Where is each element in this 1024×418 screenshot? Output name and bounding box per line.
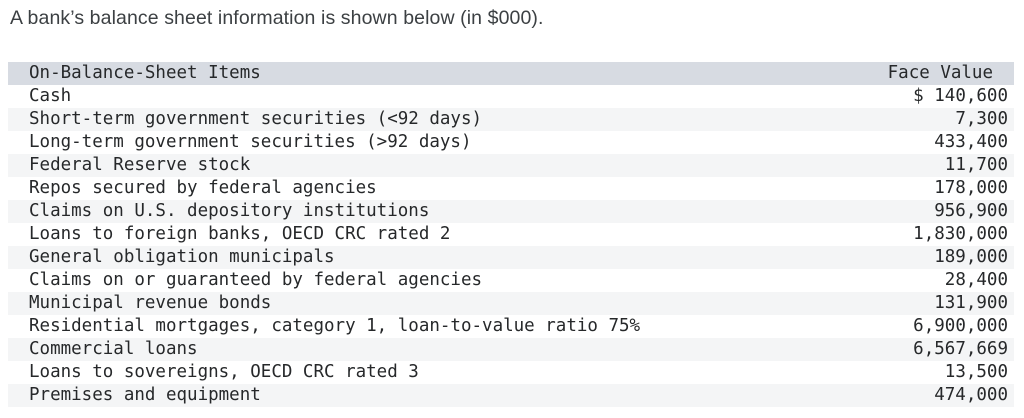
row-face-value: 11,700 <box>944 155 1008 175</box>
table-row: Cash $ 140,600 <box>8 85 1014 108</box>
row-face-value: $ 140,600 <box>913 86 1008 106</box>
table-row: Repos secured by federal agencies 178,00… <box>8 177 1014 200</box>
row-face-value: 28,400 <box>944 270 1008 290</box>
row-item-label: Loans to foreign banks, OECD CRC rated 2 <box>29 224 451 244</box>
row-item-label: Cash <box>29 86 72 106</box>
table-row: General obligation municipals 189,000 <box>8 246 1014 269</box>
table-row: Federal Reserve stock 11,700 <box>8 154 1014 177</box>
row-item-label: Premises and equipment <box>29 385 261 405</box>
row-face-value: 474,000 <box>934 385 1008 405</box>
row-item-label: Claims on U.S. depository institutions <box>29 201 430 221</box>
row-item-label: Commercial loans <box>29 339 198 359</box>
row-item-label: Loans to sovereigns, OECD CRC rated 3 <box>29 362 419 382</box>
table-body: Cash $ 140,600 Short-term government sec… <box>8 85 1014 407</box>
table-row: Premises and equipment 474,000 <box>8 384 1014 407</box>
row-face-value: 7,300 <box>955 109 1008 129</box>
row-face-value: 1,830,000 <box>913 224 1008 244</box>
row-face-value: 6,567,669 <box>913 339 1008 359</box>
page-title: A bank’s balance sheet information is sh… <box>10 7 544 29</box>
row-face-value: 131,900 <box>934 293 1008 313</box>
row-item-label: Municipal revenue bonds <box>29 293 272 313</box>
row-item-label: Claims on or guaranteed by federal agenc… <box>29 270 483 290</box>
row-item-label: Short-term government securities (<92 da… <box>29 109 483 129</box>
table-row: Residential mortgages, category 1, loan-… <box>8 315 1014 338</box>
row-face-value: 956,900 <box>934 201 1008 221</box>
table-header-row: On-Balance-Sheet Items Face Value <box>8 62 1014 85</box>
row-face-value: 433,400 <box>934 132 1008 152</box>
table-row: Municipal revenue bonds 131,900 <box>8 292 1014 315</box>
table-row: Claims on or guaranteed by federal agenc… <box>8 269 1014 292</box>
row-item-label: General obligation municipals <box>29 247 335 267</box>
table-row: Loans to foreign banks, OECD CRC rated 2… <box>8 223 1014 246</box>
header-face-value-label: Face Value <box>887 63 993 83</box>
row-item-label: Federal Reserve stock <box>29 155 251 175</box>
row-item-label: Long-term government securities (>92 day… <box>29 132 472 152</box>
table-row: Commercial loans 6,567,669 <box>8 338 1014 361</box>
balance-sheet-table: On-Balance-Sheet Items Face Value Cash $… <box>8 62 1014 407</box>
row-face-value: 189,000 <box>934 247 1008 267</box>
row-face-value: 6,900,000 <box>913 316 1008 336</box>
table-row: Short-term government securities (<92 da… <box>8 108 1014 131</box>
table-row: Claims on U.S. depository institutions 9… <box>8 200 1014 223</box>
table-row: Loans to sovereigns, OECD CRC rated 3 13… <box>8 361 1014 384</box>
header-items-label: On-Balance-Sheet Items <box>29 63 261 83</box>
table-row: Long-term government securities (>92 day… <box>8 131 1014 154</box>
row-item-label: Residential mortgages, category 1, loan-… <box>29 316 641 336</box>
row-item-label: Repos secured by federal agencies <box>29 178 377 198</box>
row-face-value: 13,500 <box>944 362 1008 382</box>
row-face-value: 178,000 <box>934 178 1008 198</box>
